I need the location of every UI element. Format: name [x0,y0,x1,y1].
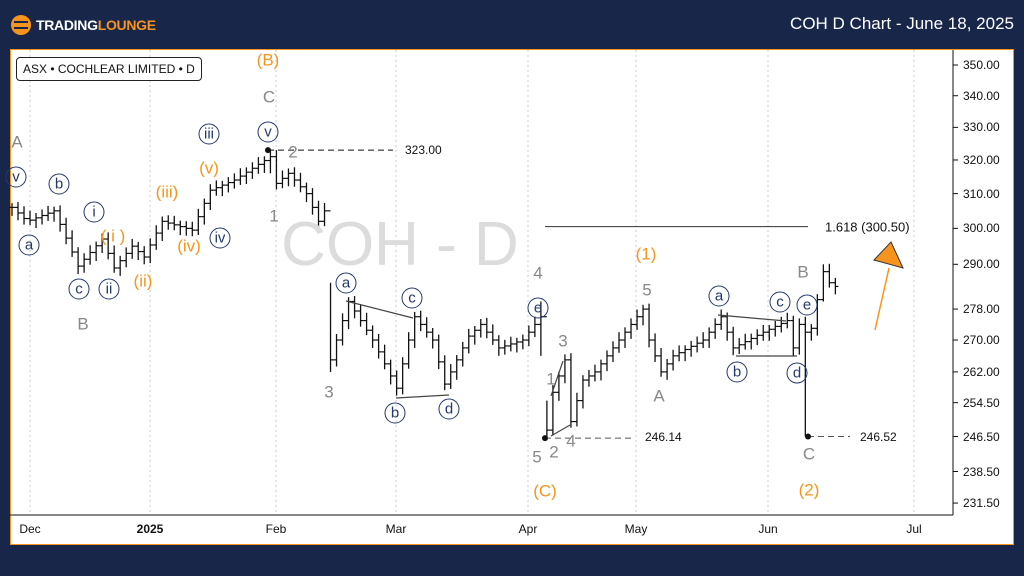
y-tick-label: 246.50 [963,429,1000,444]
wave-label: b [384,402,406,424]
wave-label: A [11,132,23,152]
y-tick-label: 262.00 [963,364,1000,379]
wave-label: (2) [798,480,820,500]
triangle-trendline [395,394,450,399]
wave-label: 1 [546,369,556,389]
wave-label: 2 [549,442,559,462]
level-246-52-label: 246.52 [860,430,897,444]
wave-label: a [335,272,357,294]
wave-label: iii [198,123,220,145]
x-tick-label: Apr [518,522,538,536]
x-tick-label: Dec [19,522,41,536]
y-tick-label: 290.00 [963,257,1000,272]
wave-label: a [708,285,730,307]
level-323-label: 323.00 [405,143,442,157]
wave-label: 1 [269,206,279,226]
wave-label: ( i ) [100,226,126,246]
wave-label: c [401,287,423,309]
wave-label: B [797,262,809,282]
wave-label: v [5,166,27,188]
level-323-dot [265,147,271,154]
wave-label: C [802,444,816,464]
level-246-52-dot [805,433,811,440]
wave-label: (iv) [177,236,201,256]
triangle-trendline [345,300,414,319]
wave-label: 3 [324,382,334,402]
projection-arrow-head-icon [873,241,904,269]
y-tick-label: 320.00 [963,152,1000,167]
wave-label: 5 [532,447,542,467]
tradinglounge-logo: TradingLounge [10,14,156,36]
y-tick-label: 238.50 [963,464,1000,479]
wave-label: e [527,297,549,319]
y-tick-label: 278.00 [963,302,1000,317]
chart-area[interactable] [10,49,1014,545]
wave-label: 2 [288,142,298,162]
wave-label: b [48,173,70,195]
wave-label: d [786,362,808,384]
wave-label: 4 [533,263,543,283]
chart-title: COH D Chart - June 18, 2025 [790,14,1014,33]
logo-icon [11,15,31,35]
x-tick-label: 2025 [136,522,164,536]
y-tick-label: 300.00 [963,221,1000,236]
y-tick-label: 231.50 [963,496,1000,511]
x-tick-label: Jun [758,522,778,536]
x-tick-label: Jul [906,522,922,536]
wave-label: 4 [566,431,576,451]
projection-arrow-line [874,267,890,331]
wave-label: d [438,398,460,420]
brand-name: TradingLounge [36,17,156,33]
wave-label: iv [209,227,231,249]
symbol-legend[interactable]: ASX • COCHLEAR LIMITED • D [16,57,202,81]
y-tick-label: 350.00 [963,58,1000,72]
wave-label: c [769,291,791,313]
wave-label: 3 [558,331,568,351]
wave-label: C [262,87,276,107]
wave-label: a [18,234,40,256]
triangle-trendline [717,314,787,322]
wave-label: B [77,314,89,334]
x-tick-label: Mar [385,522,407,536]
wave-label: (B) [256,50,280,70]
triangle-trendline [550,360,564,397]
wave-label: i [83,201,105,223]
y-tick-label: 330.00 [963,120,1000,135]
y-tick-label: 254.50 [963,395,1000,410]
wave-label: b [726,361,748,383]
wave-label: (C) [533,481,557,501]
triangle-trendline [550,424,571,437]
wave-label: ii [98,278,120,300]
watermark: COH - D [281,210,519,280]
wave-label: (1) [635,244,657,264]
y-tick-label: 270.00 [963,333,1000,348]
wave-label: v [257,121,279,143]
wave-label: A [653,386,665,406]
wave-label: 5 [642,280,652,300]
fib-target-label: 1.618 (300.50) [825,219,910,235]
wave-label: e [796,294,818,316]
x-tick-label: May [624,522,648,536]
level-246-14-label: 246.14 [645,430,682,444]
level-246-14-dot [542,435,548,442]
wave-label: (v) [199,158,219,178]
wave-label: (iii) [155,182,179,202]
x-tick-label: Feb [265,522,287,536]
wave-label: c [68,278,90,300]
y-tick-label: 310.00 [963,186,1000,201]
y-tick-label: 340.00 [963,88,1000,103]
wave-label: (ii) [133,271,153,291]
